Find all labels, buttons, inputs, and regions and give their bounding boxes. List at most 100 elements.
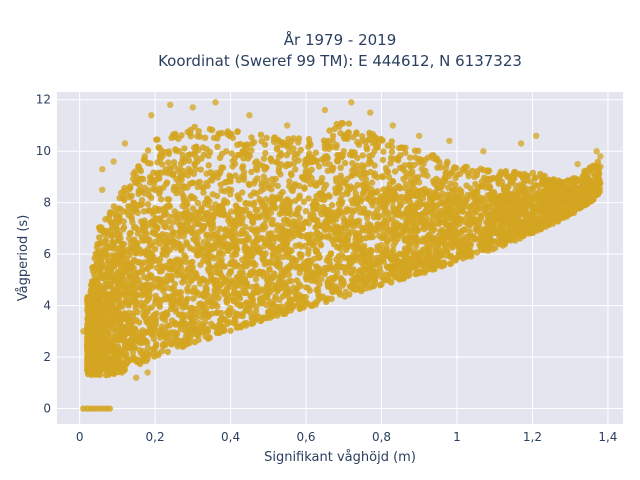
data-point bbox=[560, 205, 567, 213]
data-point bbox=[297, 251, 304, 259]
data-point bbox=[239, 189, 246, 196]
data-point bbox=[349, 150, 356, 157]
data-point bbox=[297, 146, 304, 154]
data-point bbox=[227, 131, 234, 139]
data-point bbox=[234, 141, 241, 148]
data-point bbox=[349, 160, 356, 167]
data-point bbox=[266, 266, 273, 273]
data-point bbox=[144, 319, 151, 326]
data-point bbox=[328, 287, 336, 295]
data-point bbox=[130, 269, 138, 277]
data-point bbox=[142, 357, 150, 365]
data-point bbox=[181, 327, 189, 334]
data-point bbox=[311, 179, 318, 186]
data-point bbox=[291, 150, 298, 158]
data-point bbox=[102, 216, 109, 223]
data-point bbox=[130, 170, 137, 178]
data-point bbox=[276, 243, 283, 251]
data-point bbox=[160, 296, 168, 303]
data-point bbox=[250, 201, 257, 208]
data-point bbox=[167, 305, 175, 313]
data-point bbox=[405, 264, 413, 271]
data-point bbox=[321, 142, 328, 149]
data-point bbox=[295, 300, 302, 308]
data-point bbox=[243, 141, 251, 148]
data-point bbox=[143, 236, 150, 243]
data-point bbox=[96, 224, 103, 231]
data-point bbox=[264, 181, 271, 188]
data-point bbox=[274, 222, 281, 229]
data-point bbox=[258, 286, 265, 293]
data-point bbox=[112, 211, 119, 219]
data-point bbox=[447, 260, 454, 268]
data-point bbox=[261, 239, 269, 246]
data-point bbox=[313, 247, 320, 254]
data-point bbox=[131, 344, 138, 351]
data-point bbox=[355, 277, 362, 284]
data-point bbox=[383, 200, 390, 207]
data-point bbox=[390, 257, 398, 264]
data-point bbox=[355, 171, 363, 178]
data-point bbox=[110, 260, 117, 267]
data-point bbox=[289, 304, 296, 311]
data-point bbox=[369, 151, 376, 159]
data-point bbox=[132, 224, 139, 231]
data-point bbox=[274, 227, 281, 234]
data-point bbox=[379, 173, 387, 181]
data-point bbox=[217, 282, 224, 289]
data-point bbox=[205, 335, 212, 342]
data-point bbox=[334, 223, 341, 230]
data-point bbox=[346, 291, 353, 298]
data-point bbox=[341, 224, 349, 232]
data-point bbox=[277, 236, 284, 243]
data-point bbox=[247, 192, 255, 199]
data-point bbox=[193, 330, 201, 338]
data-point bbox=[402, 169, 410, 177]
data-point bbox=[406, 241, 414, 248]
data-point bbox=[131, 202, 139, 209]
data-point bbox=[491, 222, 498, 229]
data-point bbox=[369, 140, 377, 147]
data-point bbox=[263, 134, 270, 141]
data-point bbox=[252, 177, 259, 184]
data-point bbox=[134, 259, 142, 266]
data-point bbox=[445, 184, 452, 191]
data-point bbox=[388, 143, 396, 151]
data-point bbox=[158, 196, 165, 203]
data-point bbox=[305, 195, 312, 202]
data-point bbox=[509, 224, 516, 231]
data-point bbox=[302, 208, 310, 215]
data-point bbox=[236, 269, 244, 277]
data-point bbox=[463, 233, 470, 240]
data-point bbox=[477, 246, 485, 253]
data-point bbox=[351, 207, 358, 214]
data-point bbox=[308, 174, 315, 182]
data-point bbox=[283, 197, 290, 204]
data-point bbox=[94, 260, 101, 267]
data-point bbox=[163, 203, 170, 210]
data-point bbox=[324, 265, 331, 273]
data-point bbox=[169, 170, 176, 177]
data-point bbox=[144, 159, 152, 167]
data-point bbox=[240, 301, 248, 309]
data-point bbox=[207, 177, 214, 184]
data-point bbox=[242, 289, 249, 296]
data-point bbox=[323, 153, 330, 160]
data-point bbox=[171, 297, 178, 304]
data-point bbox=[200, 257, 207, 264]
data-point bbox=[433, 155, 440, 162]
data-point bbox=[461, 226, 468, 233]
data-point bbox=[287, 170, 295, 177]
data-point bbox=[499, 242, 507, 249]
data-point bbox=[250, 139, 258, 146]
data-point bbox=[389, 178, 397, 185]
data-point bbox=[516, 171, 524, 179]
data-point bbox=[402, 235, 409, 243]
data-point bbox=[452, 257, 459, 264]
data-point bbox=[271, 134, 278, 141]
data-point bbox=[341, 133, 348, 140]
data-point bbox=[463, 182, 470, 189]
data-point bbox=[414, 174, 422, 181]
data-point bbox=[391, 168, 399, 175]
data-points bbox=[80, 99, 604, 412]
